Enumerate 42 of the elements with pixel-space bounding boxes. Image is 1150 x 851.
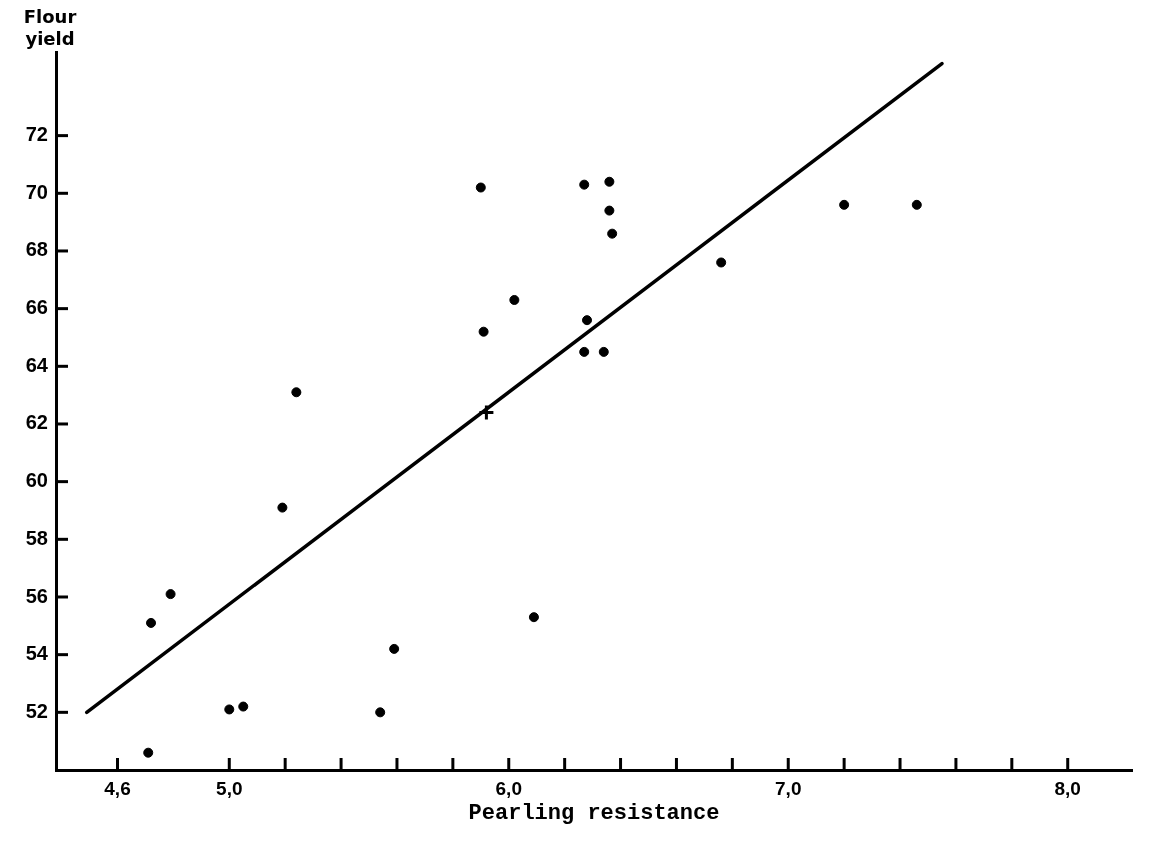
point — [911, 199, 922, 210]
point — [604, 205, 615, 216]
point — [579, 179, 590, 190]
point — [375, 707, 386, 718]
x-tick-label: 8,0 — [1054, 777, 1081, 799]
y-tick-label: 66 — [25, 296, 48, 319]
x-axis-title: Pearling resistance — [468, 801, 720, 827]
x-tick-label: 5,0 — [216, 777, 243, 799]
y-tick-label: 60 — [25, 469, 48, 492]
y-tick-label: 70 — [25, 180, 48, 203]
point — [165, 589, 176, 600]
point — [604, 176, 615, 187]
point — [224, 704, 235, 715]
point — [579, 346, 590, 357]
y-tick-label: 58 — [25, 526, 48, 549]
y-tick-label: 56 — [25, 584, 48, 607]
point — [291, 387, 302, 398]
y-tick-label: 64 — [25, 353, 49, 376]
y-tick-label: 54 — [25, 642, 49, 665]
point — [598, 346, 609, 357]
point — [509, 294, 520, 305]
point — [528, 612, 539, 623]
point — [146, 617, 157, 628]
point — [839, 199, 850, 210]
y-tick-label: 72 — [25, 123, 48, 146]
point — [389, 643, 400, 654]
y-axis-title: Flour yield — [23, 5, 77, 49]
point — [716, 257, 727, 268]
x-tick-label: 6,0 — [495, 777, 522, 799]
point — [475, 182, 486, 193]
y-tick-label: 62 — [25, 411, 48, 434]
point — [277, 502, 288, 513]
point — [143, 747, 154, 758]
point — [582, 315, 593, 326]
y-tick-label: 68 — [25, 238, 48, 261]
y-tick-label: 52 — [25, 699, 48, 722]
point — [607, 228, 618, 239]
point — [478, 326, 489, 337]
point — [238, 701, 249, 712]
point — [477, 403, 495, 421]
x-tick-label: 7,0 — [775, 777, 802, 799]
x-tick-label: 4,6 — [104, 777, 131, 799]
